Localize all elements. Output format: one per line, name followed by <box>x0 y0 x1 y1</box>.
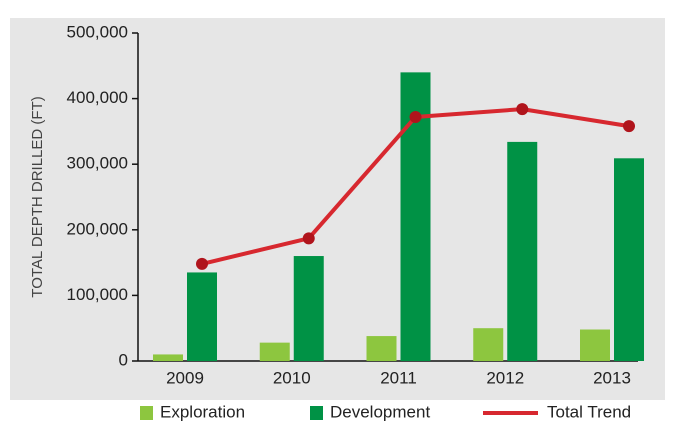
y-tick-label: 400,000 <box>67 88 128 107</box>
trend-marker <box>409 110 422 123</box>
x-tick-label: 2013 <box>593 368 631 387</box>
trend-marker <box>196 257 208 270</box>
y-tick-label: 300,000 <box>67 154 128 173</box>
bar <box>293 256 324 361</box>
trend-marker <box>623 120 635 133</box>
legend-label: Exploration <box>160 402 245 421</box>
bar <box>187 272 217 361</box>
x-tick-label: 2009 <box>166 368 204 387</box>
legend-label: Total Trend <box>547 402 631 421</box>
y-tick-label: 100,000 <box>67 285 128 304</box>
trend-marker <box>302 232 315 245</box>
x-tick-label: 2010 <box>273 368 311 387</box>
legend-swatch <box>140 406 153 420</box>
plot-background <box>10 18 665 400</box>
y-tick-label: 200,000 <box>67 219 128 238</box>
bar <box>507 141 538 361</box>
x-tick-label: 2012 <box>486 368 524 387</box>
y-tick-label: 500,000 <box>67 22 128 41</box>
bar <box>580 329 610 361</box>
bar <box>614 158 644 361</box>
legend-swatch <box>310 406 323 420</box>
legend-label: Development <box>330 402 430 421</box>
y-tick-label: 0 <box>119 350 128 369</box>
x-tick-label: 2011 <box>380 368 417 387</box>
bar <box>366 336 397 361</box>
bar <box>259 342 290 361</box>
trend-marker <box>516 103 529 116</box>
bar <box>153 354 183 361</box>
bar <box>473 328 504 361</box>
y-axis-label: TOTAL DEPTH DRILLED (FT) <box>29 96 46 297</box>
